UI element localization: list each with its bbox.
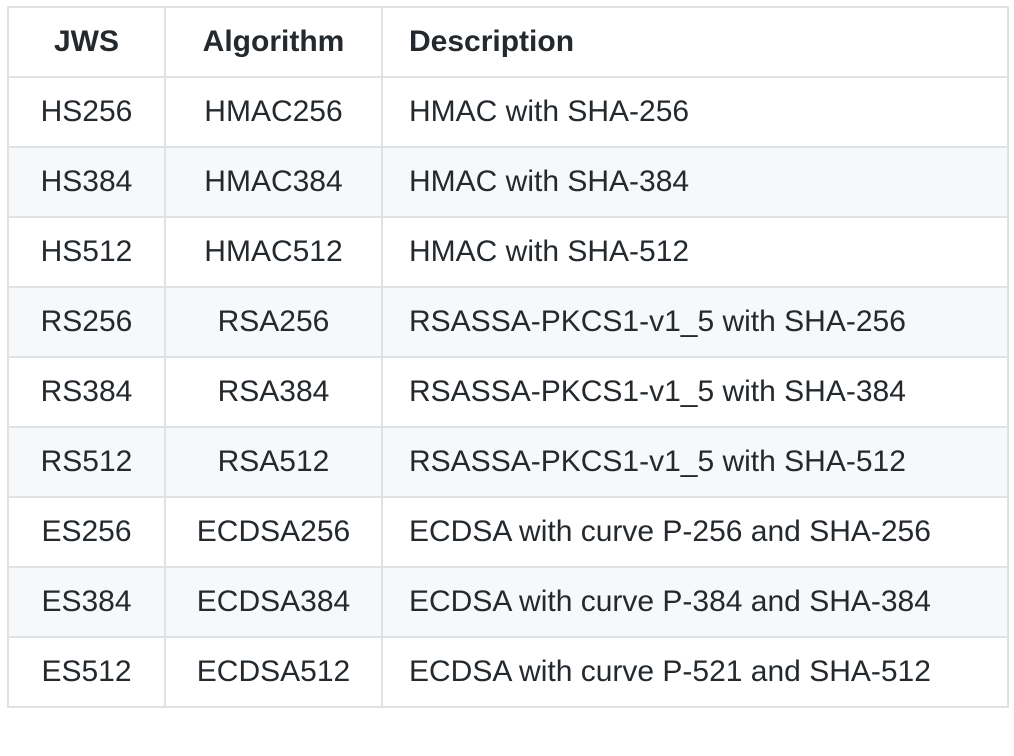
table-body: HS256 HMAC256 HMAC with SHA-256 HS384 HM…	[7, 76, 1009, 708]
cell-algorithm: HMAC512	[164, 216, 383, 288]
cell-jws: HS256	[7, 76, 166, 148]
cell-description: RSASSA-PKCS1-v1_5 with SHA-512	[381, 426, 1009, 498]
cell-description: ECDSA with curve P-521 and SHA-512	[381, 636, 1009, 708]
cell-algorithm: RSA512	[164, 426, 383, 498]
table-row: HS512 HMAC512 HMAC with SHA-512	[7, 216, 1009, 288]
cell-jws: ES256	[7, 496, 166, 568]
cell-algorithm: ECDSA512	[164, 636, 383, 708]
table-row: ES512 ECDSA512 ECDSA with curve P-521 an…	[7, 636, 1009, 708]
column-header-description: Description	[381, 6, 1009, 78]
table-row: RS256 RSA256 RSASSA-PKCS1-v1_5 with SHA-…	[7, 286, 1009, 358]
cell-jws: RS256	[7, 286, 166, 358]
cell-description: RSASSA-PKCS1-v1_5 with SHA-384	[381, 356, 1009, 428]
cell-jws: RS384	[7, 356, 166, 428]
cell-algorithm: ECDSA384	[164, 566, 383, 638]
cell-algorithm: HMAC384	[164, 146, 383, 218]
cell-jws: HS512	[7, 216, 166, 288]
cell-jws: RS512	[7, 426, 166, 498]
cell-jws: ES384	[7, 566, 166, 638]
cell-description: HMAC with SHA-256	[381, 76, 1009, 148]
cell-algorithm: HMAC256	[164, 76, 383, 148]
cell-algorithm: RSA256	[164, 286, 383, 358]
cell-description: HMAC with SHA-512	[381, 216, 1009, 288]
cell-description: ECDSA with curve P-256 and SHA-256	[381, 496, 1009, 568]
table-header: JWS Algorithm Description	[7, 6, 1009, 78]
table-row: ES384 ECDSA384 ECDSA with curve P-384 an…	[7, 566, 1009, 638]
cell-jws: HS384	[7, 146, 166, 218]
cell-description: ECDSA with curve P-384 and SHA-384	[381, 566, 1009, 638]
table-row: RS384 RSA384 RSASSA-PKCS1-v1_5 with SHA-…	[7, 356, 1009, 428]
cell-description: HMAC with SHA-384	[381, 146, 1009, 218]
table-row: RS512 RSA512 RSASSA-PKCS1-v1_5 with SHA-…	[7, 426, 1009, 498]
column-header-algorithm: Algorithm	[164, 6, 383, 78]
cell-description: RSASSA-PKCS1-v1_5 with SHA-256	[381, 286, 1009, 358]
table-row: ES256 ECDSA256 ECDSA with curve P-256 an…	[7, 496, 1009, 568]
table-row: HS256 HMAC256 HMAC with SHA-256	[7, 76, 1009, 148]
cell-algorithm: RSA384	[164, 356, 383, 428]
jws-algorithm-table: JWS Algorithm Description HS256 HMAC256 …	[7, 6, 1009, 708]
table-row: HS384 HMAC384 HMAC with SHA-384	[7, 146, 1009, 218]
table-header-row: JWS Algorithm Description	[7, 6, 1009, 78]
cell-algorithm: ECDSA256	[164, 496, 383, 568]
cell-jws: ES512	[7, 636, 166, 708]
column-header-jws: JWS	[7, 6, 166, 78]
